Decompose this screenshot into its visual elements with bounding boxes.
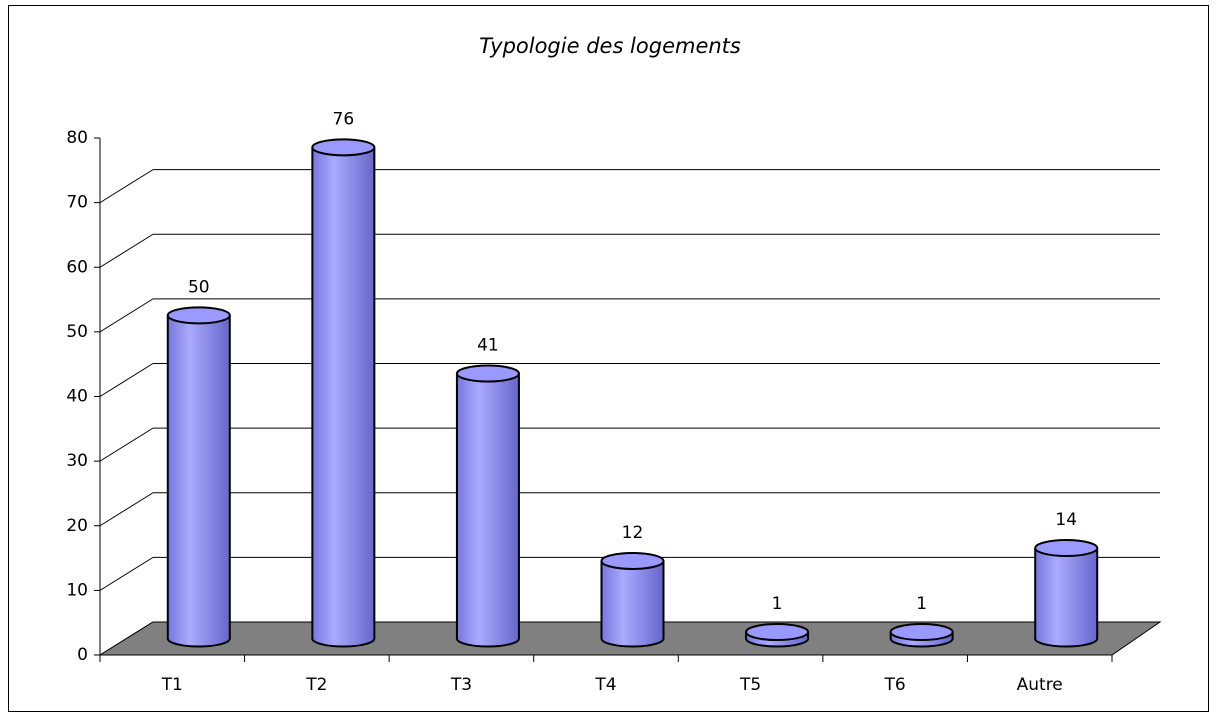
value-label: 41	[477, 336, 499, 356]
bar-top	[166, 306, 231, 325]
y-tick-label: 30	[66, 451, 88, 471]
bar-top	[600, 551, 665, 570]
x-tick-label: Autre	[1017, 675, 1063, 695]
grid-line	[99, 492, 154, 527]
value-label: 50	[188, 277, 210, 297]
x-tick-label: T3	[450, 675, 472, 695]
bar-top	[1034, 539, 1099, 558]
grid-line	[99, 556, 154, 591]
grid-line	[99, 427, 154, 462]
grid-line	[99, 169, 154, 204]
bar-top	[745, 623, 810, 642]
grid-line	[99, 298, 154, 333]
y-tick-label: 20	[66, 516, 88, 536]
x-tick-label: T1	[161, 675, 183, 695]
y-tick-label: 0	[77, 645, 88, 665]
y-tick-label: 40	[66, 387, 88, 407]
bar	[312, 147, 375, 639]
y-tick-label: 50	[66, 322, 88, 342]
x-tick-label: T5	[739, 675, 761, 695]
bar-top	[455, 364, 520, 383]
grid-line	[99, 363, 154, 397]
value-label: 76	[333, 109, 355, 129]
y-tick-label: 80	[66, 128, 88, 148]
bar-top	[889, 623, 954, 642]
bar-top	[311, 138, 376, 157]
y-tick-label: 70	[66, 193, 88, 213]
bar	[601, 560, 664, 639]
y-tick-label: 10	[66, 580, 88, 600]
value-label: 12	[622, 523, 644, 543]
value-label: 1	[916, 594, 927, 614]
value-label: 1	[772, 594, 783, 614]
grid-line	[99, 233, 154, 268]
x-tick-label: T4	[594, 675, 616, 695]
bar	[1035, 548, 1098, 639]
bar	[167, 315, 230, 639]
chart-title: Typologie des logements	[479, 34, 741, 58]
x-tick-label: T6	[884, 675, 906, 695]
value-label: 14	[1055, 510, 1077, 530]
bar	[456, 373, 519, 639]
x-tick-label: T2	[305, 675, 327, 695]
y-tick-label: 60	[66, 257, 88, 277]
